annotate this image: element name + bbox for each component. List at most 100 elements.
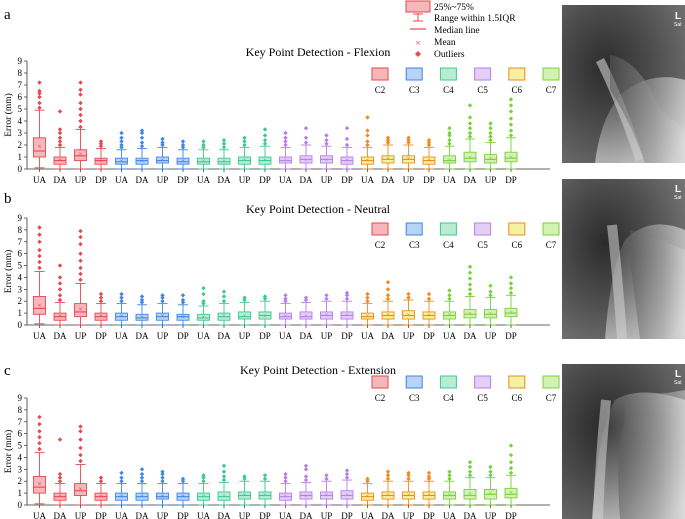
mean-marker: × <box>140 493 144 499</box>
mean-marker: × <box>222 313 226 319</box>
box-iqr <box>279 312 292 320</box>
outlier-point <box>201 301 206 306</box>
outlier-point <box>365 476 370 482</box>
x-tick-label: UA <box>361 175 374 185</box>
x-tick-label: UA <box>115 331 128 341</box>
legend-label-C4: C4 <box>443 85 454 95</box>
outlier-point <box>78 124 83 130</box>
box-C2-DP: × <box>94 139 108 170</box>
outlier-point <box>385 296 391 302</box>
outlier-point <box>78 429 83 434</box>
mean-marker: × <box>345 492 349 498</box>
outlier-point <box>365 133 370 138</box>
mean-marker: × <box>447 492 451 498</box>
x-tick-label: UA <box>33 331 46 341</box>
box-iqr <box>484 154 497 164</box>
legend-label-C6: C6 <box>512 85 523 95</box>
chart-title: Key Point Detection - Extension <box>240 363 396 377</box>
outlier-point <box>324 133 329 138</box>
outlier-point <box>78 445 83 451</box>
outlier-point <box>37 435 42 440</box>
outlier-point <box>78 258 83 263</box>
outlier-point <box>508 275 514 280</box>
box-C3-DP: × <box>176 139 190 170</box>
outlier-point <box>508 443 514 448</box>
box-C3-UP: × <box>156 469 169 506</box>
box-iqr <box>463 309 477 319</box>
y-tick-label: 0 <box>18 164 23 174</box>
x-tick-label: UP <box>75 511 87 519</box>
outlier-point <box>283 139 288 144</box>
outlier-point <box>467 130 473 136</box>
mean-marker: × <box>119 313 123 319</box>
box-C7-UP: × <box>484 464 497 506</box>
outlier-point <box>160 469 165 474</box>
mean-marker: × <box>140 159 144 165</box>
x-tick-label: DP <box>423 331 435 341</box>
outlier-point <box>119 135 124 140</box>
legend-swatch-C2 <box>371 222 389 236</box>
xray-marker-sub: Sat <box>674 22 682 28</box>
outlier-point <box>119 295 124 300</box>
box-iqr <box>176 157 190 165</box>
outlier-point <box>324 296 329 302</box>
outlier-point <box>488 469 493 474</box>
outlier-point <box>98 139 104 144</box>
mean-marker: × <box>406 312 410 318</box>
outlier-point <box>37 429 42 434</box>
outlier-point <box>467 134 473 139</box>
y-tick-label: 9 <box>18 213 23 223</box>
outlier-point <box>447 133 452 138</box>
outlier-point <box>180 300 186 305</box>
mean-marker: × <box>99 159 103 165</box>
outlier-point <box>262 133 268 138</box>
outlier-point <box>78 452 83 458</box>
outlier-point <box>406 295 411 300</box>
x-tick-label: DP <box>341 175 353 185</box>
outlier-point <box>119 142 124 148</box>
box-C3-UP: × <box>156 136 169 170</box>
box-iqr <box>197 313 210 321</box>
box-C6-DA: × <box>381 280 395 326</box>
mean-marker: × <box>447 157 451 163</box>
xray-marker: L <box>675 369 681 380</box>
y-tick-label: 3 <box>18 464 23 474</box>
outlier-point <box>324 141 329 146</box>
outlier-point <box>242 476 247 482</box>
outlier-point <box>201 299 206 304</box>
mean-marker: × <box>365 157 369 163</box>
x-tick-label: UA <box>443 511 456 519</box>
outlier-point <box>447 476 452 482</box>
outlier-point <box>426 470 432 476</box>
box-iqr <box>279 156 292 164</box>
y-tick-label: 6 <box>18 249 23 259</box>
x-tick-label: UA <box>197 175 210 185</box>
outlier-point <box>201 475 206 480</box>
legend-label-C2: C2 <box>375 85 386 95</box>
outlier-point <box>57 293 63 298</box>
x-tick-label: DA <box>300 331 313 341</box>
box-C4-UA: × <box>197 473 210 506</box>
x-tick-label: DA <box>300 175 313 185</box>
x-tick-label: UP <box>239 511 251 519</box>
legend-swatch-C4 <box>439 375 457 389</box>
y-tick-label: 2 <box>18 296 23 306</box>
legend-swatch-C3 <box>405 67 423 81</box>
outlier-point <box>98 475 104 480</box>
x-tick-label: UP <box>403 331 415 341</box>
mean-marker: × <box>78 306 82 312</box>
box-C5-UP: × <box>320 293 333 326</box>
x-tick-label: UP <box>321 175 333 185</box>
outlier-point <box>139 294 145 299</box>
outlier-point <box>242 474 247 479</box>
x-tick-label: DA <box>218 511 231 519</box>
mean-marker: × <box>222 159 226 165</box>
box-C2-DA: × <box>53 437 67 506</box>
mean-marker: × <box>160 493 164 499</box>
x-tick-label: DP <box>177 331 189 341</box>
mean-marker: × <box>201 493 205 499</box>
box-C4-DP: × <box>258 473 272 506</box>
mean-marker: × <box>263 157 267 163</box>
outlier-point <box>324 293 329 298</box>
x-tick-label: UA <box>279 175 292 185</box>
